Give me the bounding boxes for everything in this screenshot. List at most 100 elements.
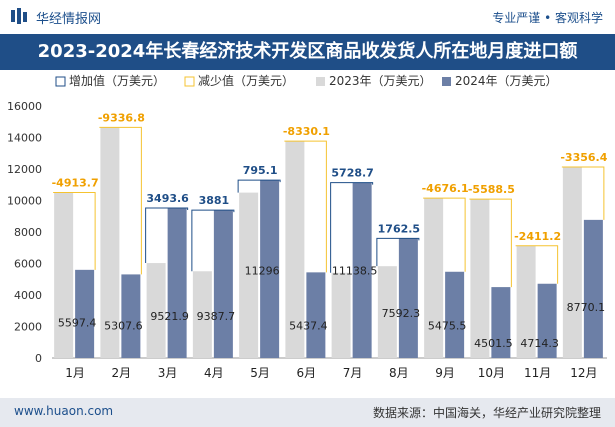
bar-2023-7 xyxy=(331,272,351,358)
difference-label-1: -4913.7 xyxy=(52,176,99,189)
value-label-2024-1: 5597.4 xyxy=(58,317,97,330)
bar-chart: 增加值（万美元） 减少值（万美元） 2023年（万美元） 2024年（万美元） 0 200… xyxy=(7,73,608,380)
bar-2023-4 xyxy=(192,271,212,358)
increase-box-3 xyxy=(145,207,189,264)
difference-label-3: 3493.6 xyxy=(146,192,189,205)
bar-2024-3 xyxy=(167,208,187,358)
bar-2024-10 xyxy=(491,287,511,358)
x-tick-label-9: 9月 xyxy=(435,366,455,380)
y-tick-label-4000: 4000 xyxy=(14,289,42,302)
decrease-box-12 xyxy=(561,166,605,220)
legend-swatch-1 xyxy=(55,76,66,87)
legend-label-1: 增加值（万美元） xyxy=(69,73,165,88)
bar-2023-3 xyxy=(146,263,166,358)
y-tick-label-6000: 6000 xyxy=(14,258,42,271)
y-tick-label-12000: 12000 xyxy=(7,163,42,176)
y-tick-label-2000: 2000 xyxy=(14,321,42,334)
x-tick-label-6: 6月 xyxy=(297,366,317,380)
legend-label-3: 2023年（万美元） xyxy=(329,74,432,88)
decrease-box-2 xyxy=(99,126,142,275)
x-tick-label-12: 12月 xyxy=(570,366,597,380)
bar-2023-2 xyxy=(100,127,120,358)
y-tick-label-10000: 10000 xyxy=(7,195,42,208)
difference-label-10: -5588.5 xyxy=(468,183,515,196)
value-label-2024-4: 9387.7 xyxy=(197,310,236,323)
value-label-2024-2: 5307.6 xyxy=(104,320,143,333)
tagline: 专业严谨 • 客观科学 xyxy=(492,11,603,25)
bar-2023-11 xyxy=(516,245,536,358)
legend-swatch-4 xyxy=(442,77,451,86)
bar-2024-11 xyxy=(537,283,557,358)
x-tick-label-2: 2月 xyxy=(112,366,132,380)
difference-label-8: 1762.5 xyxy=(378,222,420,235)
bar-2024-7 xyxy=(352,182,372,358)
difference-label-12: -3356.4 xyxy=(560,151,607,164)
brand-name: 华经情报网 xyxy=(36,12,102,27)
difference-label-5: 795.1 xyxy=(243,164,278,177)
decrease-box-6 xyxy=(284,140,327,273)
bar-2024-5 xyxy=(260,180,280,358)
value-label-2024-5: 11296 xyxy=(245,265,280,278)
value-label-2024-11: 4714.3 xyxy=(520,337,559,350)
website-link[interactable]: www.huaon.com xyxy=(14,404,114,418)
difference-label-11: -2411.2 xyxy=(514,230,561,243)
legend-swatch-3 xyxy=(316,77,325,86)
bar-2023-10 xyxy=(470,199,490,358)
chart-area: 增加值（万美元） 减少值（万美元） 2023年（万美元） 2024年（万美元） 0 200… xyxy=(0,70,615,398)
x-tick-label-4: 4月 xyxy=(204,366,224,380)
bar-2023-1 xyxy=(54,192,74,358)
y-tick-label-14000: 14000 xyxy=(7,132,42,145)
top-bar: 华经情报网 专业严谨 • 客观科学 xyxy=(0,0,615,32)
bar-2024-6 xyxy=(306,272,326,358)
x-tick-label-10: 10月 xyxy=(478,366,505,380)
difference-label-9: -4676.1 xyxy=(422,182,469,195)
y-tick-label-16000: 16000 xyxy=(7,100,42,113)
increase-box-7 xyxy=(330,182,374,273)
bar-2023-12 xyxy=(562,167,582,358)
increase-box-8 xyxy=(376,237,420,267)
value-label-2024-7: 11138.5 xyxy=(332,265,378,278)
decrease-box-9 xyxy=(423,197,466,272)
brand-logo-icon xyxy=(11,8,27,24)
bar-2023-6 xyxy=(285,141,305,358)
bar-2024-2 xyxy=(121,274,141,358)
bar-2023-9 xyxy=(424,198,444,358)
bar-2024-4 xyxy=(213,210,233,358)
x-tick-label-7: 7月 xyxy=(343,366,363,380)
value-label-2024-8: 7592.3 xyxy=(382,307,421,320)
bar-2024-1 xyxy=(75,269,95,358)
title-bar: 2023-2024年长春经济技术开发区商品收发货人所在地月度进口额 xyxy=(0,34,615,70)
difference-label-2: -9336.8 xyxy=(98,111,145,124)
decrease-box-10 xyxy=(469,198,512,288)
increase-box-4 xyxy=(191,209,235,272)
footer: www.huaon.com 数据来源：中国海关，华经产业研究院整理 xyxy=(0,398,615,427)
difference-label-4: 3881 xyxy=(199,194,230,207)
data-source: 数据来源：中国海关，华经产业研究院整理 xyxy=(372,406,601,420)
legend-label-2: 减少值（万美元） xyxy=(198,73,294,88)
bar-2024-12 xyxy=(583,219,603,358)
y-tick-label-8000: 8000 xyxy=(14,226,42,239)
value-label-2024-10: 4501.5 xyxy=(474,337,513,350)
x-tick-label-5: 5月 xyxy=(250,366,270,380)
value-label-2024-12: 8770.1 xyxy=(567,301,606,314)
value-label-2024-6: 5437.4 xyxy=(289,320,328,333)
value-label-2024-9: 5475.5 xyxy=(428,320,467,333)
x-tick-label-3: 3月 xyxy=(158,366,178,380)
bar-2024-9 xyxy=(445,271,465,358)
x-tick-label-11: 11月 xyxy=(524,366,551,380)
bar-2024-8 xyxy=(398,238,418,358)
decrease-box-11 xyxy=(515,245,559,284)
increase-box-5 xyxy=(237,179,281,193)
difference-label-7: 5728.7 xyxy=(331,167,373,180)
legend-label-4: 2024年（万美元） xyxy=(455,74,558,88)
difference-label-6: -8330.1 xyxy=(283,125,330,138)
value-label-2024-3: 9521.9 xyxy=(150,310,189,323)
legend-swatch-2 xyxy=(184,76,195,87)
y-tick-label-0: 0 xyxy=(35,352,42,365)
decrease-box-1 xyxy=(53,191,96,270)
bar-2023-5 xyxy=(239,192,259,358)
x-tick-label-8: 8月 xyxy=(389,366,409,380)
bar-2023-8 xyxy=(377,266,397,358)
chart-title: 2023-2024年长春经济技术开发区商品收发货人所在地月度进口额 xyxy=(37,41,578,62)
x-tick-label-1: 1月 xyxy=(65,366,85,380)
